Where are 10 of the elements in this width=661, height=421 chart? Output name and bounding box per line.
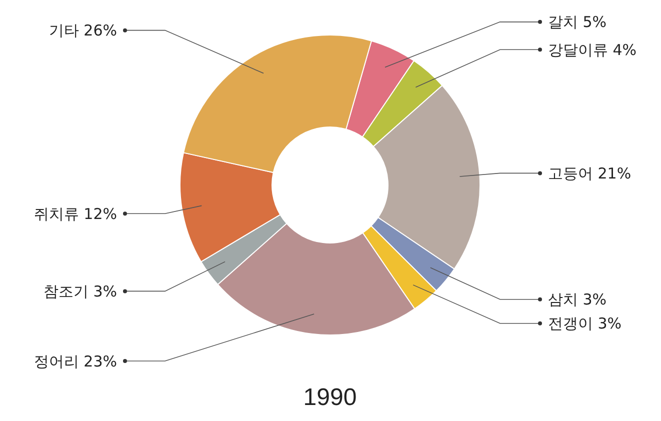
slice-label: 갈치 5% bbox=[548, 13, 607, 32]
slice-label: 삼치 3% bbox=[548, 290, 607, 309]
text: 1990 bbox=[303, 384, 357, 411]
slice-label: 고등어 21% bbox=[548, 164, 632, 182]
slice-label: 기타 26% bbox=[48, 22, 117, 40]
slice-label: 쥐치류 12% bbox=[34, 204, 117, 223]
slice-label: 전갱이 3% bbox=[548, 314, 622, 333]
slice-label: 참조기 3% bbox=[43, 282, 117, 300]
slice-label: 강달이류 4% bbox=[548, 40, 637, 59]
slice-label: 정어리 23% bbox=[34, 352, 117, 370]
